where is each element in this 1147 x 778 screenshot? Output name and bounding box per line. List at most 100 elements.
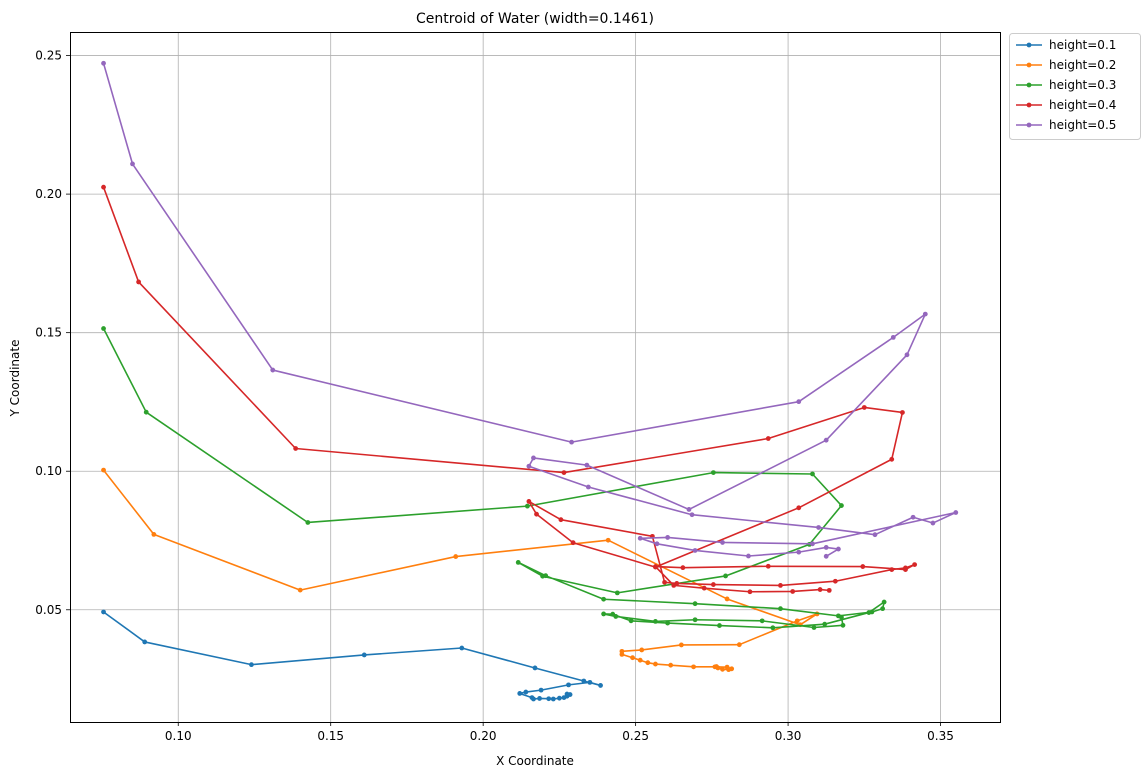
x-tick-label: 0.10 — [165, 729, 192, 743]
legend-item: height=0.3 — [1016, 78, 1116, 92]
x-axis-label: X Coordinate — [496, 754, 574, 768]
data-point — [637, 535, 643, 541]
data-point — [142, 639, 148, 645]
data-point — [537, 696, 542, 701]
data-point — [566, 682, 571, 688]
data-point — [835, 546, 841, 552]
data-point — [872, 532, 878, 538]
data-point — [151, 532, 157, 537]
data-point — [585, 484, 591, 490]
legend-swatch-marker — [1026, 82, 1032, 88]
data-point — [671, 582, 677, 588]
data-point — [517, 691, 523, 696]
data-point — [810, 541, 815, 547]
y-tick-label: 0.10 — [35, 464, 62, 478]
legend: height=0.1 height=0.2 height=0.3 height=0.4… — [1009, 33, 1141, 140]
data-point — [459, 645, 465, 651]
data-point — [601, 611, 607, 617]
data-point — [614, 590, 620, 596]
data-point — [720, 666, 725, 672]
y-tick-label: 0.05 — [35, 603, 62, 617]
data-point — [778, 606, 783, 612]
data-point — [796, 549, 802, 555]
data-point — [796, 399, 802, 405]
data-point — [270, 367, 276, 373]
series-5 — [101, 60, 959, 559]
data-point — [691, 664, 696, 670]
data-point — [639, 647, 645, 653]
x-tick-label: 0.25 — [622, 729, 649, 743]
data-point — [726, 667, 732, 673]
data-point — [692, 617, 698, 623]
data-point — [531, 455, 536, 461]
data-point — [790, 589, 796, 594]
data-point — [249, 662, 254, 668]
data-point — [101, 609, 106, 615]
x-tick-label: 0.35 — [927, 729, 954, 743]
data-point — [453, 554, 459, 559]
legend-label: height=0.2 — [1049, 58, 1116, 72]
data-point — [714, 664, 719, 669]
data-point — [297, 587, 303, 593]
legend-swatch-marker — [1026, 122, 1032, 128]
series-3 — [101, 326, 887, 631]
data-point — [668, 662, 674, 668]
data-point — [724, 596, 730, 602]
data-point — [736, 642, 742, 648]
data-point — [598, 683, 603, 688]
series-4 — [101, 184, 918, 595]
data-point — [822, 621, 828, 627]
data-point — [832, 578, 838, 584]
x-tick-label: 0.20 — [470, 729, 497, 743]
data-point — [570, 540, 576, 546]
y-tick-label: 0.20 — [35, 187, 62, 201]
data-point — [823, 553, 829, 559]
data-point — [680, 565, 686, 571]
data-point — [810, 471, 815, 477]
data-point — [817, 587, 823, 592]
data-point — [765, 436, 771, 441]
data-point — [515, 559, 521, 565]
data-point — [558, 517, 564, 523]
data-point — [101, 326, 106, 331]
data-point — [662, 579, 667, 585]
data-point — [881, 599, 887, 605]
data-point — [860, 564, 866, 569]
data-point — [903, 567, 908, 572]
data-point — [305, 520, 311, 525]
plot-series — [101, 60, 959, 702]
data-point — [692, 548, 698, 553]
data-point — [619, 651, 625, 657]
plot-area-frame — [70, 32, 1001, 723]
data-point — [686, 507, 692, 512]
data-point — [922, 311, 928, 317]
legend-item: height=0.1 — [1016, 38, 1116, 52]
data-point — [861, 405, 867, 410]
data-point — [904, 352, 910, 358]
data-point — [101, 184, 106, 190]
legend-label: height=0.4 — [1049, 98, 1116, 112]
data-point — [778, 582, 783, 588]
data-point — [653, 564, 658, 569]
data-point — [630, 655, 635, 661]
data-point — [840, 622, 846, 628]
data-point — [101, 467, 106, 473]
legend-swatch-marker — [1026, 102, 1032, 108]
data-point — [910, 514, 916, 520]
data-point — [678, 642, 684, 648]
data-point — [826, 587, 832, 593]
series-2 — [101, 467, 820, 673]
data-point — [839, 614, 844, 620]
chart-title: Centroid of Water (width=0.1461) — [416, 11, 654, 27]
data-point — [653, 619, 658, 624]
data-point — [889, 456, 895, 462]
data-point — [143, 409, 149, 415]
legend-item: height=0.5 — [1016, 118, 1116, 132]
data-point — [653, 661, 658, 667]
data-point — [587, 679, 593, 685]
data-point — [523, 689, 529, 695]
data-point — [720, 540, 725, 545]
data-point — [665, 535, 671, 540]
data-point — [794, 618, 800, 624]
